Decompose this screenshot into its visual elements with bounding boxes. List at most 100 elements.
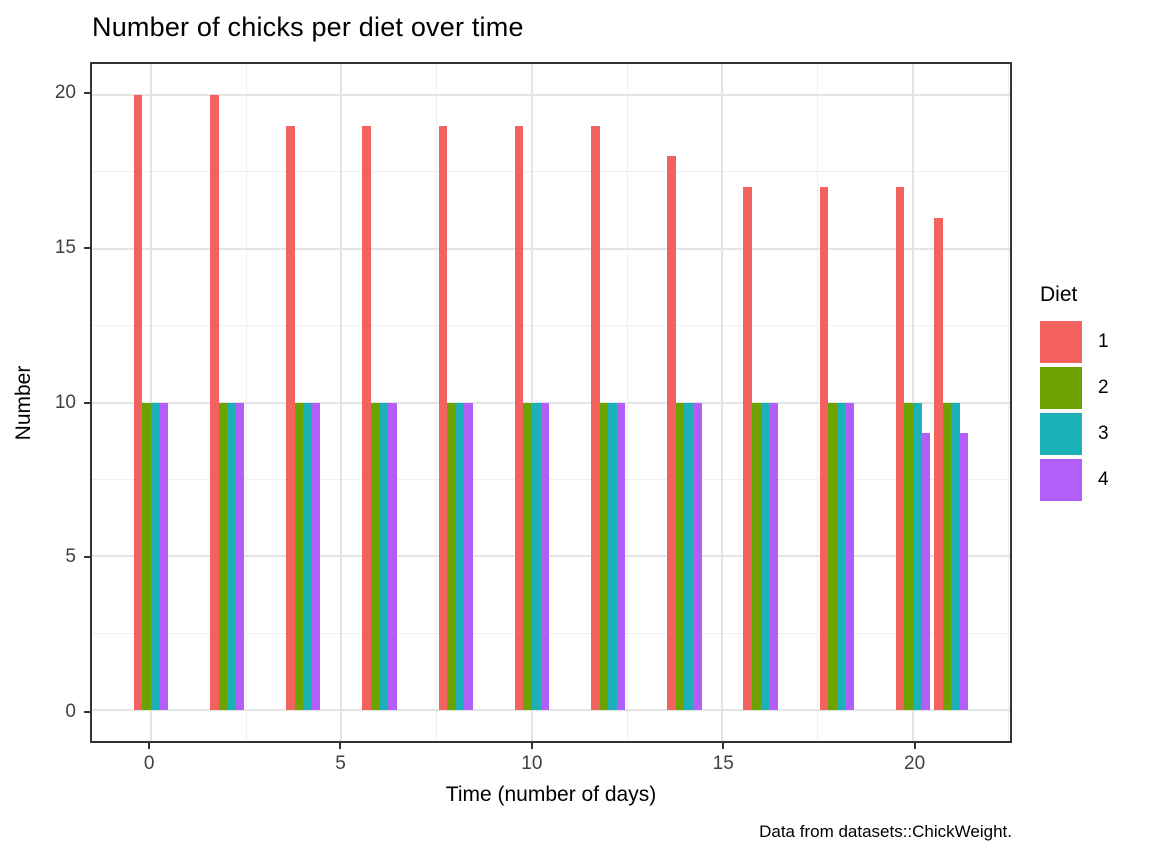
legend-item-diet-3: 3 (1040, 413, 1109, 455)
x-axis-title: Time (number of days) (445, 783, 657, 806)
bar-diet2-time10 (523, 402, 532, 711)
bar-diet1-time12 (591, 125, 600, 711)
bar-diet4-time4 (311, 402, 321, 711)
legend-item-diet-1: 1 (1040, 321, 1109, 363)
bar-diet4-time14 (692, 402, 702, 711)
bar-diet2-time14 (675, 402, 685, 711)
legend-label-diet-2: 2 (1098, 377, 1109, 398)
legend-item-diet-2: 2 (1040, 367, 1109, 409)
y-tick-mark (84, 91, 90, 94)
x-tick-mark (913, 743, 916, 749)
bar-diet1-time2 (209, 94, 219, 711)
bar-diet4-time0 (159, 402, 168, 711)
legend-label-diet-4: 4 (1098, 469, 1109, 490)
y-tick-label: 15 (54, 236, 76, 258)
y-axis-title: Number (12, 365, 35, 440)
y-tick-label: 20 (54, 81, 76, 103)
bar-diet3-time20 (913, 402, 922, 711)
bar-diet1-time21 (933, 217, 943, 711)
bar-diet1-time10 (514, 125, 524, 711)
bar-diet4-time20 (921, 433, 931, 711)
gridline-minor-y (92, 325, 1010, 327)
bar-diet2-time18 (828, 402, 837, 711)
x-tick-mark (339, 743, 342, 749)
bar-diet3-time10 (531, 402, 541, 711)
x-tick-label: 20 (904, 753, 926, 774)
bar-diet1-time0 (133, 94, 143, 711)
legend-swatch-diet-3 (1040, 413, 1082, 455)
x-tick-mark (722, 743, 725, 749)
gridline-minor-y (92, 171, 1010, 173)
gridline-major-y (92, 709, 1010, 712)
legend-label-diet-3: 3 (1098, 423, 1109, 444)
bar-diet4-time18 (845, 402, 854, 711)
x-tick-mark (148, 743, 151, 749)
y-tick-mark (84, 246, 90, 249)
bar-diet4-time10 (540, 402, 550, 711)
x-tick-label: 5 (335, 753, 346, 774)
legend-swatch-diet-2 (1040, 367, 1082, 409)
bar-diet3-time2 (227, 402, 236, 711)
bar-diet3-time18 (836, 402, 846, 711)
gridline-major-y (92, 555, 1010, 558)
bar-diet3-time0 (150, 402, 160, 711)
legend: Diet 1 2 3 4 (1040, 283, 1109, 505)
bar-diet2-time20 (904, 402, 913, 711)
bar-diet2-time6 (370, 402, 380, 711)
bar-diet2-time16 (752, 402, 761, 711)
bar-diet2-time8 (447, 402, 456, 711)
gridline-major-y (92, 401, 1010, 404)
bar-diet1-time16 (743, 187, 752, 711)
bar-diet1-time18 (819, 187, 829, 711)
bar-diet3-time6 (379, 402, 389, 711)
bar-diet3-time14 (684, 402, 693, 711)
legend-item-diet-4: 4 (1040, 459, 1109, 501)
x-tick-mark (530, 743, 533, 749)
chart-title: Number of chicks per diet over time (92, 12, 524, 42)
gridline-major-y (92, 247, 1010, 250)
bar-diet1-time8 (438, 125, 448, 711)
legend-swatch-diet-4 (1040, 459, 1082, 501)
bar-diet2-time21 (942, 402, 952, 711)
bar-diet4-time12 (616, 402, 626, 711)
bar-diet3-time16 (760, 402, 770, 711)
y-tick-mark (84, 401, 90, 404)
legend-swatch-diet-1 (1040, 321, 1082, 363)
legend-items: 1 2 3 4 (1040, 321, 1109, 501)
x-tick-label: 15 (712, 753, 734, 774)
bar-diet4-time2 (235, 402, 245, 711)
y-tick-label: 10 (54, 391, 76, 413)
gridline-major-x (721, 64, 724, 741)
bar-diet2-time2 (218, 402, 228, 711)
y-tick-mark (84, 711, 90, 714)
caption: Data from datasets::ChickWeight. (759, 822, 1012, 841)
bar-diet1-time6 (362, 125, 371, 711)
gridline-minor-y (92, 478, 1010, 480)
gridline-major-x (340, 64, 343, 741)
legend-label-diet-1: 1 (1098, 331, 1109, 352)
bar-diet1-time4 (286, 125, 295, 711)
bar-diet4-time6 (388, 402, 397, 711)
bar-diet2-time12 (599, 402, 609, 711)
y-tick-mark (84, 556, 90, 559)
legend-title: Diet (1040, 283, 1078, 306)
bar-diet2-time4 (294, 402, 304, 711)
x-tick-label: 0 (143, 753, 155, 774)
bar-diet3-time21 (951, 402, 960, 711)
y-tick-label: 5 (65, 546, 76, 568)
bar-diet4-time8 (464, 402, 473, 711)
bar-diet1-time20 (895, 187, 905, 711)
bar-diet4-time21 (959, 433, 969, 711)
bar-diet3-time4 (303, 402, 312, 711)
bar-diet1-time14 (667, 156, 676, 711)
plot-panel (90, 62, 1012, 743)
y-tick-label: 0 (65, 701, 76, 723)
bar-diet4-time16 (769, 402, 778, 711)
gridline-major-y (92, 93, 1010, 96)
x-tick-label: 10 (521, 753, 543, 774)
bar-diet3-time12 (608, 402, 617, 711)
bar-diet2-time0 (142, 402, 151, 711)
bar-diet3-time8 (455, 402, 465, 711)
gridline-minor-y (92, 632, 1010, 634)
